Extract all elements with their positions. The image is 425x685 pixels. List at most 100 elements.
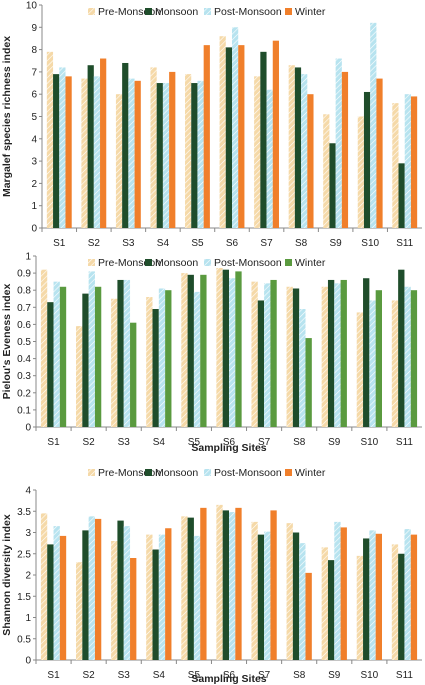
legend-swatch-monsoon: [145, 469, 152, 476]
bar-pre-monsoon-s4: [146, 297, 153, 427]
x-tick-label: S1: [53, 238, 66, 249]
bar-post-monsoon-s9: [334, 521, 341, 660]
legend-swatch-monsoon: [145, 8, 152, 15]
y-tick-label: 1: [25, 613, 31, 624]
bar-pre-monsoon-s6: [216, 267, 223, 427]
bar-winter-s4: [165, 290, 172, 427]
y-axis-label: Pielou's Eveness index: [1, 283, 13, 399]
shannon-chart: 0 0.5 1 1.5 2 2.5 3 3.5 4 Shannon diversity index…: [1, 467, 422, 685]
x-tick-label: S10: [360, 670, 378, 681]
x-tick-label: S4: [157, 238, 170, 249]
bar-pre-monsoon-s2: [81, 78, 88, 228]
bar-post-monsoon-s7: [266, 89, 273, 229]
bar-winter-s11: [410, 290, 418, 427]
bar-pre-monsoon-s5: [181, 516, 188, 660]
x-tick-label: S3: [118, 670, 131, 681]
y-tick-label: 0.7: [17, 303, 31, 314]
bar-post-monsoon-s10: [370, 22, 377, 229]
bar-pre-monsoon-s10: [356, 312, 364, 427]
y-tick-label: 2: [31, 179, 37, 190]
bar-monsoon-s2: [87, 65, 94, 229]
legend-label-post-monsoon: Post-Monsoon: [214, 467, 282, 479]
bar-pre-monsoon-s10: [357, 116, 364, 228]
bar-post-monsoon-s1: [53, 526, 60, 660]
bar-pre-monsoon-s2: [76, 562, 83, 660]
bar-post-monsoon-s10: [369, 300, 376, 427]
bar-post-monsoon-s1: [59, 67, 66, 228]
bar-monsoon-s6: [222, 269, 229, 427]
legend-swatch-pre-monsoon: [88, 8, 95, 15]
bar-winter-s10: [375, 290, 382, 427]
bar-monsoon-s11: [398, 269, 405, 427]
bar-pre-monsoon-s1: [40, 269, 48, 427]
bar-post-monsoon-s7: [264, 283, 271, 427]
x-axis-label: Sampling Sites: [191, 442, 266, 454]
y-tick-label: 0.8: [17, 286, 31, 297]
y-tick-label: 1: [31, 201, 37, 212]
bar-monsoon-s11: [398, 553, 405, 660]
bar-post-monsoon-s2: [88, 271, 95, 427]
bar-monsoon-s10: [363, 538, 370, 660]
bar-pre-monsoon-s7: [251, 521, 258, 660]
bar-pre-monsoon-s1: [46, 51, 54, 228]
x-tick-label: S6: [223, 437, 236, 448]
bar-winter-s3: [134, 80, 141, 228]
bar-post-monsoon-s7: [264, 531, 271, 660]
x-tick-label: S7: [258, 670, 271, 681]
bar-post-monsoon-s5: [193, 291, 201, 427]
bar-monsoon-s1: [47, 544, 54, 660]
bar-pre-monsoon-s7: [254, 76, 261, 228]
bar-winter-s4: [169, 71, 176, 229]
bar-monsoon-s8: [292, 532, 300, 660]
bar-winter-s8: [307, 94, 314, 228]
bar-monsoon-s7: [260, 51, 267, 228]
bar-winter-s2: [94, 518, 102, 660]
bar-winter-s10: [375, 533, 382, 660]
legend-label-winter: Winter: [295, 6, 326, 18]
x-tick-label: S11: [396, 238, 413, 249]
bar-pre-monsoon-s3: [115, 94, 123, 228]
x-tick-label: S4: [153, 437, 166, 448]
bar-pre-monsoon-s11: [391, 300, 399, 427]
margalef-chart: 0 1 2 3 4 5 6 7 8 9 10 Margalef species richness in…: [1, 1, 422, 249]
bar-monsoon-s5: [187, 517, 194, 660]
y-tick-label: 1: [25, 252, 31, 263]
bar-post-monsoon-s8: [299, 543, 306, 660]
bar-monsoon-s4: [156, 83, 163, 228]
bar-monsoon-s2: [82, 530, 89, 660]
legend-label-post-monsoon: Post-Monsoon: [214, 257, 282, 269]
x-tick-label: S8: [295, 238, 308, 249]
legend-swatch-pre-monsoon: [88, 259, 95, 266]
y-tick-label: 1.5: [17, 592, 31, 603]
x-tick-label: S1: [47, 670, 60, 681]
legend-label-monsoon: Monsoon: [155, 467, 198, 479]
y-tick-label: 0.5: [17, 634, 31, 645]
legend-swatch-post-monsoon: [204, 469, 211, 476]
bar-post-monsoon-s9: [334, 283, 341, 427]
bar-monsoon-s2: [82, 293, 89, 427]
x-tick-label: S10: [361, 238, 379, 249]
bar-winter-s11: [410, 534, 418, 660]
x-tick-label: S10: [360, 437, 378, 448]
bar-winter-s6: [238, 45, 245, 228]
bar-post-monsoon-s2: [93, 76, 101, 228]
bar-winter-s1: [59, 535, 67, 660]
bar-post-monsoon-s3: [123, 526, 131, 660]
y-tick-label: 3.5: [17, 507, 31, 518]
y-tick-label: 3: [31, 157, 37, 168]
x-tick-label: S8: [293, 437, 306, 448]
bar-pre-monsoon-s3: [111, 298, 118, 427]
bar-monsoon-s1: [53, 74, 60, 228]
bar-pre-monsoon-s6: [219, 36, 226, 228]
legend-swatch-monsoon: [145, 259, 152, 266]
bar-monsoon-s7: [257, 300, 265, 427]
y-tick-label: 0.3: [17, 371, 31, 382]
y-tick-label: 4: [25, 486, 31, 497]
bar-monsoon-s9: [329, 143, 336, 228]
bar-post-monsoon-s1: [53, 281, 60, 427]
bar-monsoon-s11: [398, 163, 405, 228]
bar-monsoon-s8: [292, 288, 300, 427]
x-tick-label: S11: [396, 670, 413, 681]
bar-winter-s9: [340, 527, 347, 660]
